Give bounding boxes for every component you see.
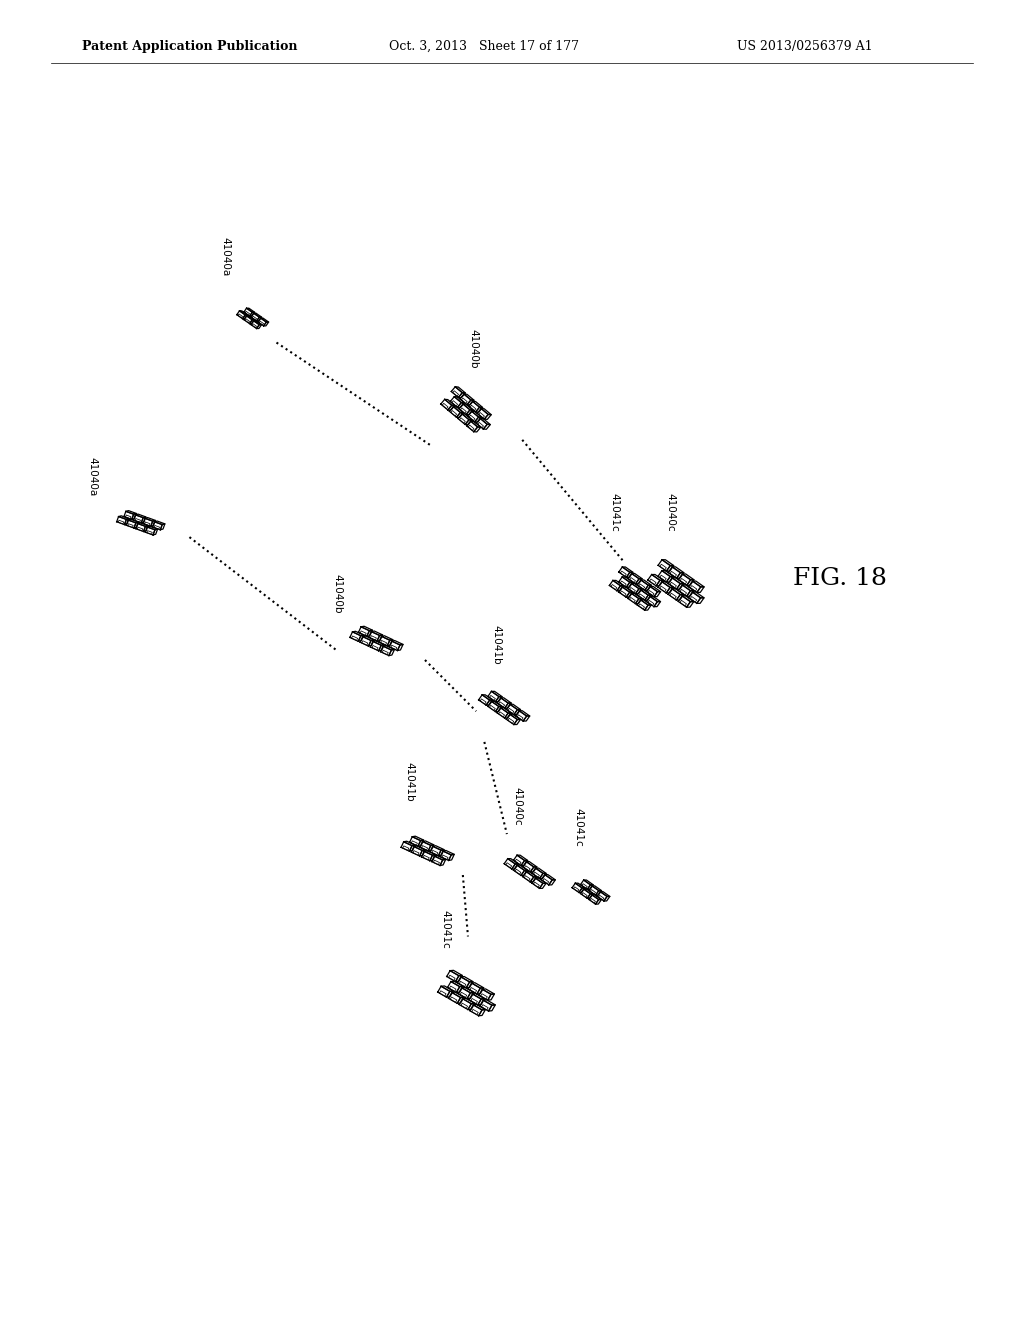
Text: 41040c: 41040c [666,494,676,532]
Text: 41040a: 41040a [87,457,97,496]
Text: 41041b: 41041b [492,626,502,665]
Text: 41040b: 41040b [468,329,478,368]
Text: FIG. 18: FIG. 18 [793,566,887,590]
Text: 41040b: 41040b [333,574,343,614]
Text: 41040c: 41040c [512,787,522,826]
Text: 41041c: 41041c [609,494,620,532]
Text: US 2013/0256379 A1: US 2013/0256379 A1 [737,40,872,53]
Text: 41040a: 41040a [220,236,230,276]
Text: Patent Application Publication: Patent Application Publication [82,40,297,53]
Text: 41041b: 41041b [404,762,415,801]
Text: 41041c: 41041c [573,808,584,846]
Text: 41041c: 41041c [440,909,451,949]
Text: Oct. 3, 2013   Sheet 17 of 177: Oct. 3, 2013 Sheet 17 of 177 [389,40,580,53]
